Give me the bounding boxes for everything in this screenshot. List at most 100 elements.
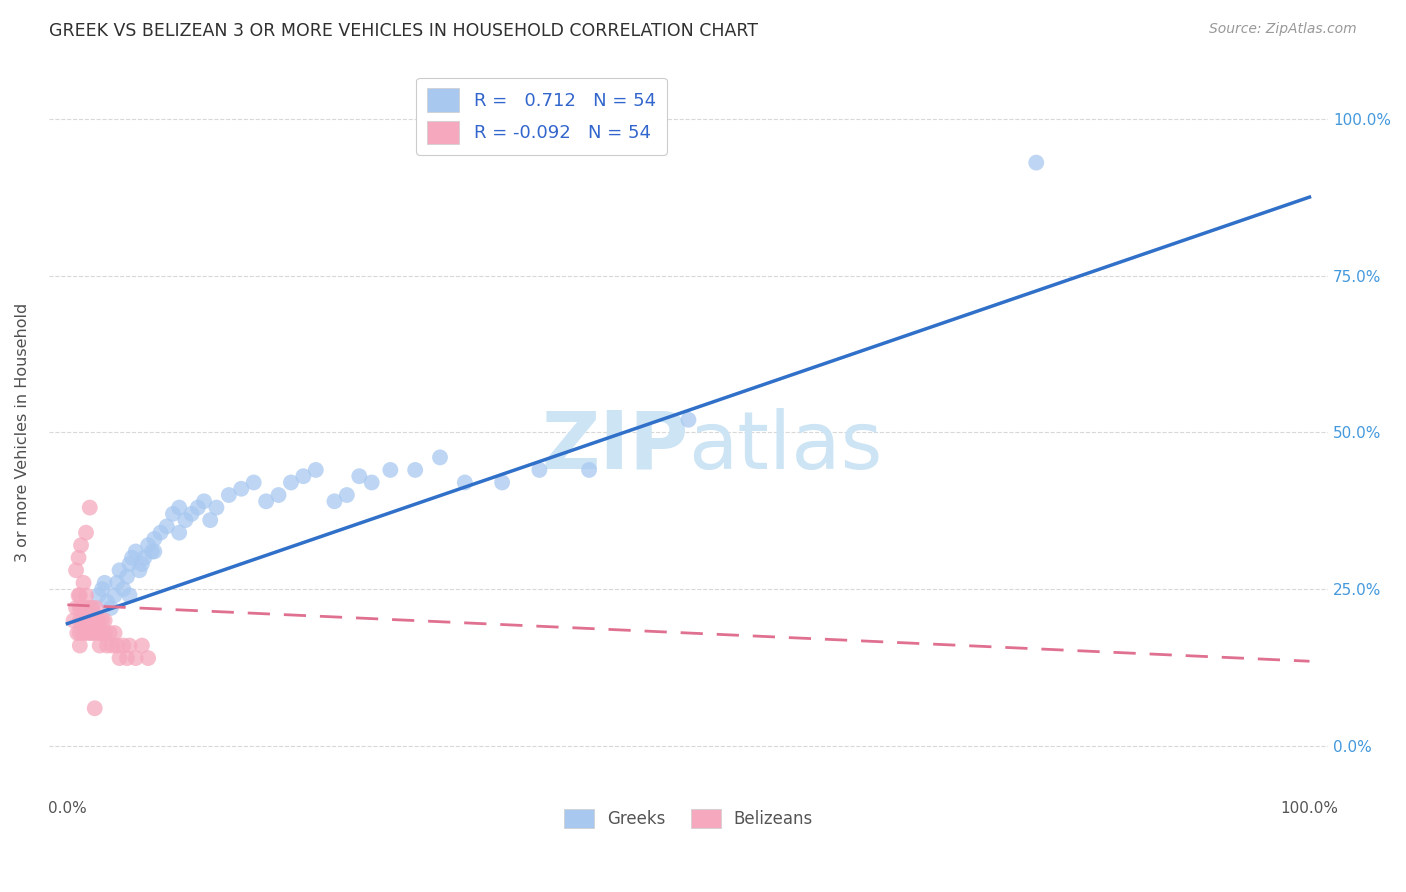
Point <box>112 582 135 596</box>
Point <box>75 614 97 628</box>
Point <box>429 450 451 465</box>
Point <box>254 494 277 508</box>
Y-axis label: 3 or more Vehicles in Household: 3 or more Vehicles in Household <box>15 302 30 562</box>
Point <box>101 639 124 653</box>
Point <box>128 563 150 577</box>
Point <box>84 601 107 615</box>
Text: ZIP: ZIP <box>541 408 689 486</box>
Point <box>82 614 104 628</box>
Point <box>93 575 115 590</box>
Point <box>73 614 96 628</box>
Point <box>76 626 98 640</box>
Point <box>134 550 156 565</box>
Point <box>118 639 141 653</box>
Point <box>72 601 94 615</box>
Point <box>69 626 91 640</box>
Point <box>280 475 302 490</box>
Point <box>87 588 110 602</box>
Point <box>678 413 700 427</box>
Point <box>131 639 153 653</box>
Point <box>180 507 202 521</box>
Point <box>118 588 141 602</box>
Point <box>69 588 91 602</box>
Point <box>65 563 87 577</box>
Point <box>91 614 114 628</box>
Point <box>167 525 190 540</box>
Point <box>82 601 104 615</box>
Point <box>90 626 112 640</box>
Point <box>77 614 100 628</box>
Point <box>69 601 91 615</box>
Point <box>336 488 359 502</box>
Point <box>136 538 159 552</box>
Point <box>115 569 138 583</box>
Point <box>79 500 101 515</box>
Point <box>105 575 128 590</box>
Point <box>87 626 110 640</box>
Legend: Greeks, Belizeans: Greeks, Belizeans <box>557 803 820 835</box>
Point <box>108 651 131 665</box>
Point <box>404 463 426 477</box>
Point <box>491 475 513 490</box>
Point <box>83 701 105 715</box>
Point <box>69 639 91 653</box>
Point <box>143 544 166 558</box>
Point <box>380 463 402 477</box>
Point <box>162 507 184 521</box>
Point <box>65 601 87 615</box>
Point <box>205 500 228 515</box>
Point <box>121 550 143 565</box>
Point <box>105 639 128 653</box>
Point <box>62 614 84 628</box>
Point <box>112 639 135 653</box>
Point <box>72 575 94 590</box>
Point <box>187 500 209 515</box>
Point <box>103 626 125 640</box>
Point <box>93 626 115 640</box>
Point <box>96 639 118 653</box>
Point <box>72 614 94 628</box>
Point <box>75 601 97 615</box>
Point <box>66 626 89 640</box>
Point <box>349 469 371 483</box>
Point <box>87 614 110 628</box>
Point <box>79 614 101 628</box>
Point <box>70 538 93 552</box>
Point <box>136 651 159 665</box>
Point <box>91 582 114 596</box>
Point <box>82 626 104 640</box>
Point <box>82 601 104 615</box>
Point <box>103 588 125 602</box>
Point <box>83 614 105 628</box>
Point <box>80 626 103 640</box>
Point <box>292 469 315 483</box>
Point <box>200 513 222 527</box>
Point <box>75 588 97 602</box>
Point <box>69 614 91 628</box>
Point <box>125 544 148 558</box>
Point <box>360 475 382 490</box>
Point <box>72 626 94 640</box>
Point <box>98 626 121 640</box>
Point <box>131 557 153 571</box>
Point <box>141 544 163 558</box>
Point <box>149 525 172 540</box>
Point <box>454 475 477 490</box>
Point <box>529 463 551 477</box>
Text: GREEK VS BELIZEAN 3 OR MORE VEHICLES IN HOUSEHOLD CORRELATION CHART: GREEK VS BELIZEAN 3 OR MORE VEHICLES IN … <box>49 22 758 40</box>
Point <box>1025 155 1047 169</box>
Point <box>231 482 253 496</box>
Point <box>96 594 118 608</box>
Point <box>167 500 190 515</box>
Point <box>242 475 264 490</box>
Point <box>79 601 101 615</box>
Point <box>100 601 122 615</box>
Text: atlas: atlas <box>689 408 883 486</box>
Point <box>118 557 141 571</box>
Point <box>75 525 97 540</box>
Text: Source: ZipAtlas.com: Source: ZipAtlas.com <box>1209 22 1357 37</box>
Point <box>67 588 90 602</box>
Point <box>174 513 197 527</box>
Point <box>93 614 115 628</box>
Point <box>143 532 166 546</box>
